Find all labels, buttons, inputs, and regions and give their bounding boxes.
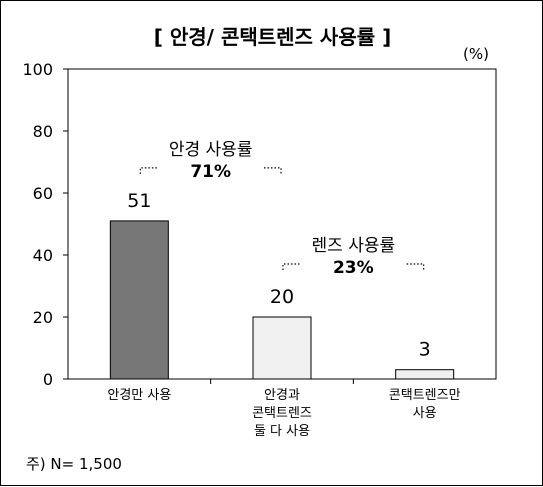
annotation-label: 안경 사용률 bbox=[169, 140, 253, 160]
bar bbox=[109, 220, 169, 380]
category-label: 콘택트렌즈 bbox=[252, 406, 312, 421]
data-label: 3 bbox=[419, 339, 431, 361]
annotation-value: 71% bbox=[190, 162, 231, 182]
category-label: 안경만 사용 bbox=[107, 388, 171, 403]
bracket-right bbox=[264, 167, 282, 174]
bar bbox=[395, 369, 455, 380]
bar bbox=[252, 316, 312, 380]
category-label: 콘택트렌즈만 bbox=[389, 388, 461, 403]
y-tick-label: 80 bbox=[33, 122, 53, 141]
bracket-left bbox=[139, 167, 158, 174]
y-tick-label: 60 bbox=[33, 184, 53, 203]
category-label: 사용 bbox=[413, 406, 437, 421]
y-tick-label: 20 bbox=[33, 308, 53, 327]
data-label: 51 bbox=[127, 190, 151, 212]
sample-size-note: 주) N= 1,500 bbox=[26, 455, 122, 473]
category-label: 둘 다 사용 bbox=[254, 424, 310, 439]
unit-label: (%) bbox=[463, 45, 489, 63]
data-label: 20 bbox=[270, 286, 294, 308]
bracket-right bbox=[406, 263, 425, 270]
annotation-label: 렌즈 사용률 bbox=[312, 236, 396, 256]
y-tick-label: 0 bbox=[43, 370, 53, 389]
y-tick-label: 40 bbox=[33, 246, 53, 265]
category-label: 안경과 bbox=[264, 388, 300, 403]
chart-title: [ 안경/ 콘택트렌즈 사용률 ] bbox=[153, 25, 392, 49]
annotation-value: 23% bbox=[333, 258, 374, 278]
bracket-left bbox=[282, 263, 300, 270]
y-tick-label: 100 bbox=[22, 60, 53, 79]
